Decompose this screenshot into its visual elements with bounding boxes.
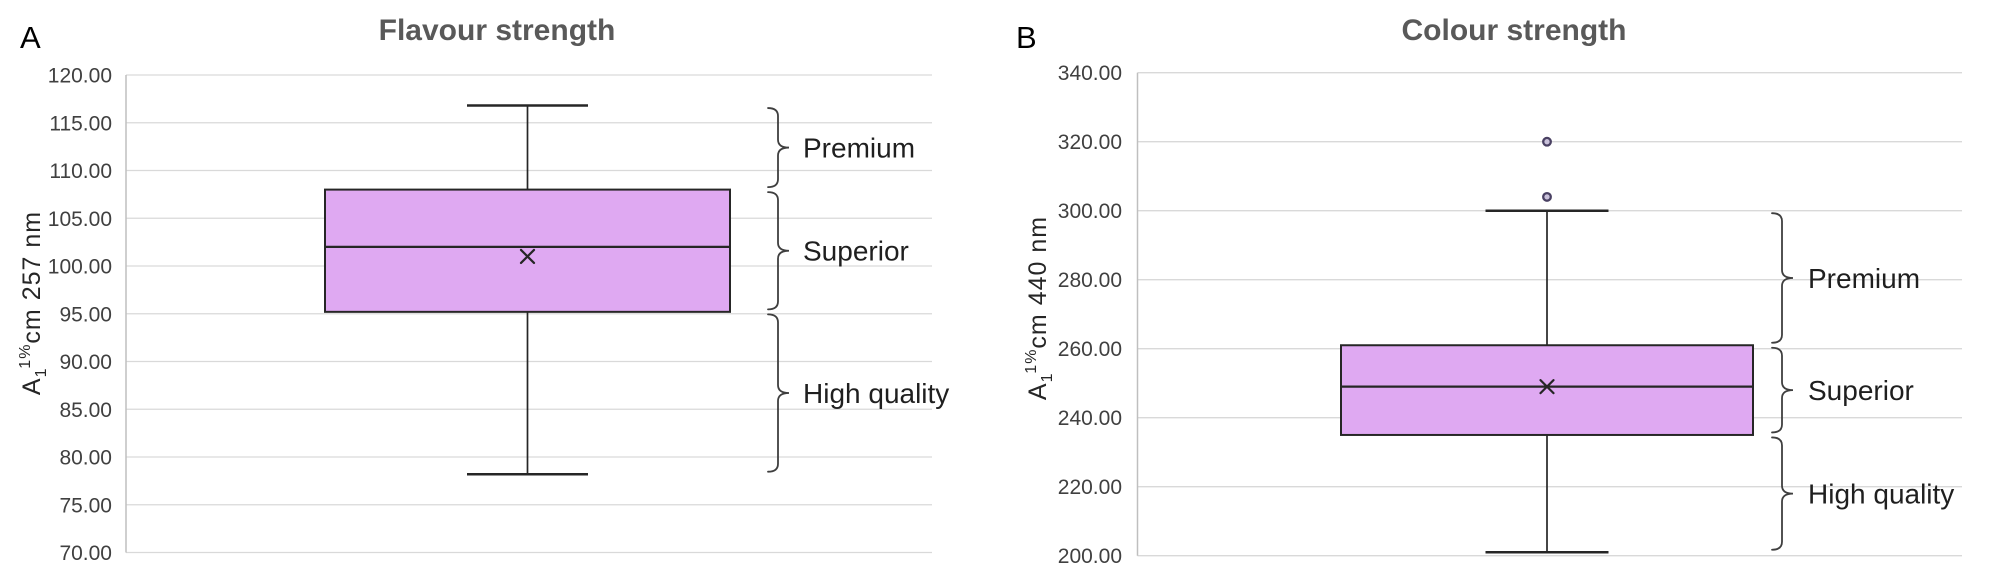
y-tick-label: 115.00 [49,112,112,135]
chart-a-plot-area: 120.00 115.00 110.00 105.00 100.00 95.00 90.00… [17,65,949,566]
y-tick-label: 75.00 [59,494,112,517]
y-axis-title: A11%cm 257 nm [17,211,50,395]
category-brace [767,313,790,473]
category-brace [1771,212,1794,344]
y-tick-label: 90.00 [59,351,112,374]
chart-b-plot-area: 340.00 320.00 300.00 280.00 260.00 240.00 220.… [1023,62,1962,568]
y-tick-label: 105.00 [48,208,112,231]
category-brace-label: Premium [803,133,915,164]
outlier-point [1542,136,1552,147]
y-tick-label: 100.00 [48,256,112,279]
y-axis-title: A11%cm 440 nm [1023,216,1056,400]
iqr-box [324,188,731,313]
y-tick-label: 200.00 [1058,545,1122,568]
category-brace-label: Premium [1808,263,1920,294]
category-brace-label: High quality [1808,479,1954,510]
y-tick-label: 320.00 [1058,131,1122,154]
category-brace-label: High quality [803,378,949,409]
mean-x-marker [1539,379,1555,395]
category-brace-label: Superior [803,236,909,267]
y-tick-label: 70.00 [59,542,112,565]
y-tick-label: 240.00 [1058,407,1122,430]
chart-b-title: Colour strength [1402,14,1627,47]
y-tick-label: 280.00 [1058,269,1122,292]
y-tick-label: 260.00 [1058,338,1122,361]
panel-letter-a: A [20,20,41,55]
y-tick-label: 85.00 [59,399,112,422]
category-brace [1771,346,1794,434]
category-brace [1771,436,1794,551]
y-tick-label: 300.00 [1058,200,1122,223]
mean-x-marker [519,248,536,265]
category-brace-label: Superior [1808,375,1914,406]
category-brace [767,107,790,188]
panel-letter-b: B [1016,20,1037,55]
chart-a-title: Flavour strength [379,14,616,47]
y-tick-label: 110.00 [49,160,112,183]
y-tick-label: 95.00 [59,303,112,326]
outlier-point [1542,191,1552,202]
iqr-box [1340,344,1754,436]
y-tick-label: 340.00 [1058,62,1122,85]
y-tick-label: 80.00 [59,447,112,470]
category-brace [767,191,790,311]
y-tick-label: 120.00 [48,65,112,88]
y-tick-label: 220.00 [1058,476,1122,499]
